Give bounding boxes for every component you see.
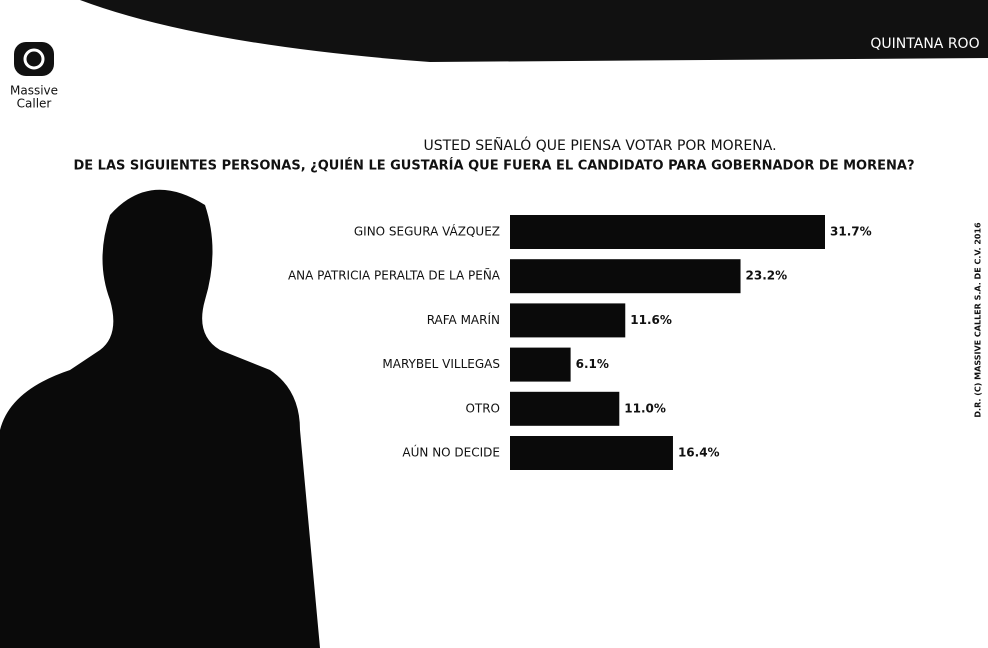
bar (510, 436, 673, 470)
value-label: 11.6% (630, 313, 672, 327)
side-note: D.R. (C) MASSIVE CALLER S.A. DE C.V. 201… (974, 222, 983, 418)
value-label: 6.1% (576, 357, 609, 371)
bar (510, 303, 626, 338)
bar (510, 391, 620, 426)
category-label: RAFA MARÍN (427, 312, 500, 327)
category-label: ANA PATRICIA PERALTA DE LA PEÑA (288, 268, 501, 283)
logo-icon (14, 42, 54, 76)
value-label: 23.2% (746, 269, 788, 283)
logo-text: Massive (10, 84, 58, 98)
value-label: 31.7% (830, 225, 872, 239)
chart-title: USTED SEÑALÓ QUE PIENSA VOTAR POR MORENA… (423, 136, 776, 154)
value-label: 11.0% (624, 401, 666, 415)
region: QUINTANA ROO (870, 36, 979, 52)
header-band (80, 0, 988, 62)
logo-text: Caller (17, 97, 52, 111)
bar (510, 259, 741, 294)
person-silhouette (0, 189, 320, 648)
chart-subtitle: DE LAS SIGUIENTES PERSONAS, ¿QUIÉN LE GU… (73, 158, 914, 174)
value-label: 16.4% (678, 446, 720, 460)
logo-icon-inner (23, 48, 45, 70)
category-label: GINO SEGURA VÁZQUEZ (354, 224, 500, 239)
category-label: AÚN NO DECIDE (402, 445, 500, 460)
bar (510, 215, 825, 249)
category-label: OTRO (465, 401, 500, 415)
bar (510, 347, 571, 382)
category-label: MARYBEL VILLEGAS (382, 357, 500, 371)
